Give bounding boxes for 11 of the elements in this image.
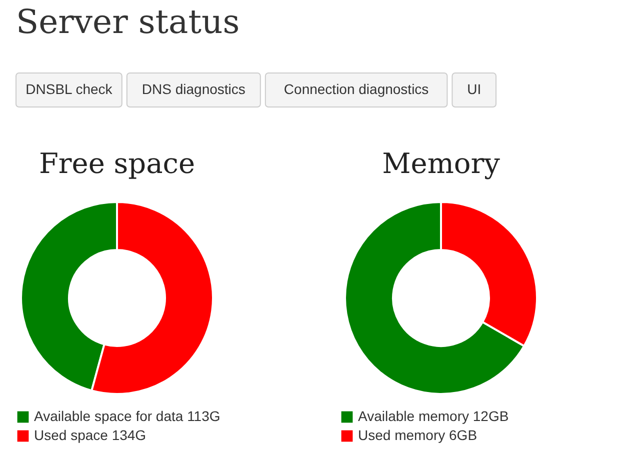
legend-label: Available memory 12GB [358, 408, 509, 424]
text: UI [467, 81, 482, 97]
legend-label: Available space for data 113G [34, 408, 220, 424]
text: Server status [16, 2, 240, 41]
text: DNS diagnostics [142, 81, 246, 97]
legend-label: Used space 134G [34, 427, 146, 443]
text: DNSBL check [26, 81, 114, 97]
chart-title: Memory [382, 147, 500, 180]
chart-title: Free space [38, 147, 196, 180]
legend-label: Used memory 6GB [358, 427, 478, 443]
text: Connection diagnostics [284, 81, 429, 97]
